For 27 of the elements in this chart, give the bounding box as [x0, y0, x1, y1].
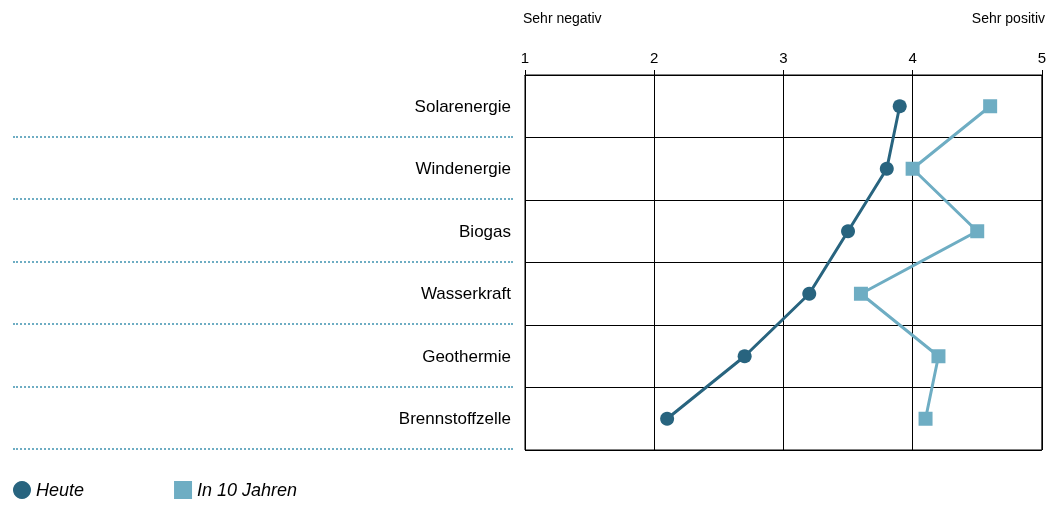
y-tick-label: Brennstoffzelle [398, 409, 511, 429]
point [918, 411, 933, 426]
y-tick-label: Wasserkraft [420, 284, 512, 304]
y-tick-label: Biogas [459, 221, 511, 241]
text: Sehr positiv [971, 10, 1046, 26]
point [853, 286, 868, 301]
point [660, 411, 675, 426]
x-tick-label: 3 [779, 49, 788, 66]
point [983, 99, 998, 114]
point [841, 224, 856, 239]
y-tick-label: Solarenergie [414, 96, 511, 116]
y-tick-label: Geothermie [422, 346, 511, 366]
point [970, 224, 985, 239]
point [802, 286, 817, 301]
y-tick-label: Windenergie [415, 159, 511, 179]
point [905, 161, 920, 176]
point [879, 161, 894, 176]
x-tick-label: 4 [908, 49, 917, 66]
text: Sehr negativ [523, 10, 602, 26]
point [931, 349, 946, 364]
point [892, 99, 907, 114]
legend-label: Heute [36, 480, 85, 500]
legend-label: In 10 Jahren [197, 480, 298, 500]
x-tick-label: 2 [650, 49, 659, 66]
x-tick-label: 5 [1037, 49, 1046, 66]
point [737, 349, 752, 364]
x-tick-label: 1 [520, 49, 530, 66]
